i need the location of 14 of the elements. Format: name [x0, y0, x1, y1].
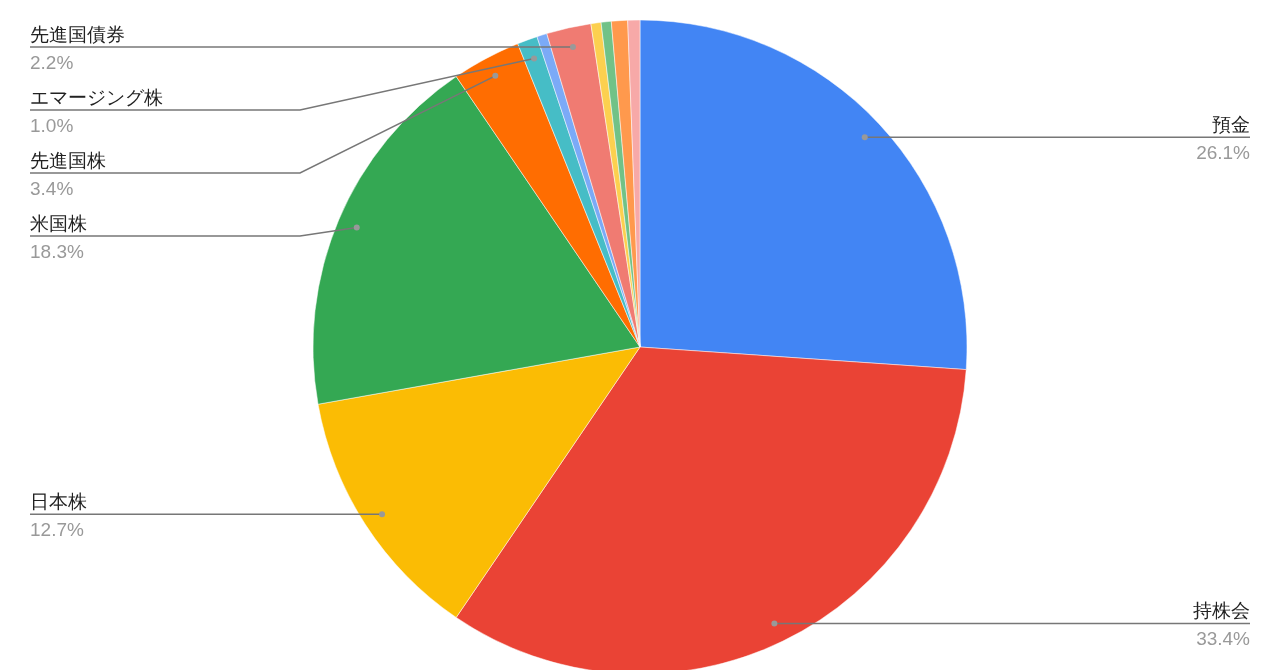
- slice-label: 預金: [1212, 114, 1250, 136]
- slice-label: 先進国株: [30, 150, 106, 172]
- slice-label: 日本株: [30, 491, 87, 513]
- data-label: 2.2%: [30, 52, 74, 74]
- data-label: 18.3%: [30, 241, 84, 263]
- data-label: 33.4%: [1196, 628, 1251, 650]
- slice-label: 先進国債券: [30, 24, 125, 46]
- data-label: 12.7%: [30, 519, 84, 541]
- slice-label: エマージング株: [30, 87, 163, 109]
- slice-label: 持株会: [1193, 600, 1250, 622]
- slice-label: 米国株: [30, 213, 87, 235]
- data-label: 26.1%: [1196, 142, 1251, 164]
- data-label: 3.4%: [30, 178, 74, 200]
- data-label: 1.0%: [30, 115, 74, 137]
